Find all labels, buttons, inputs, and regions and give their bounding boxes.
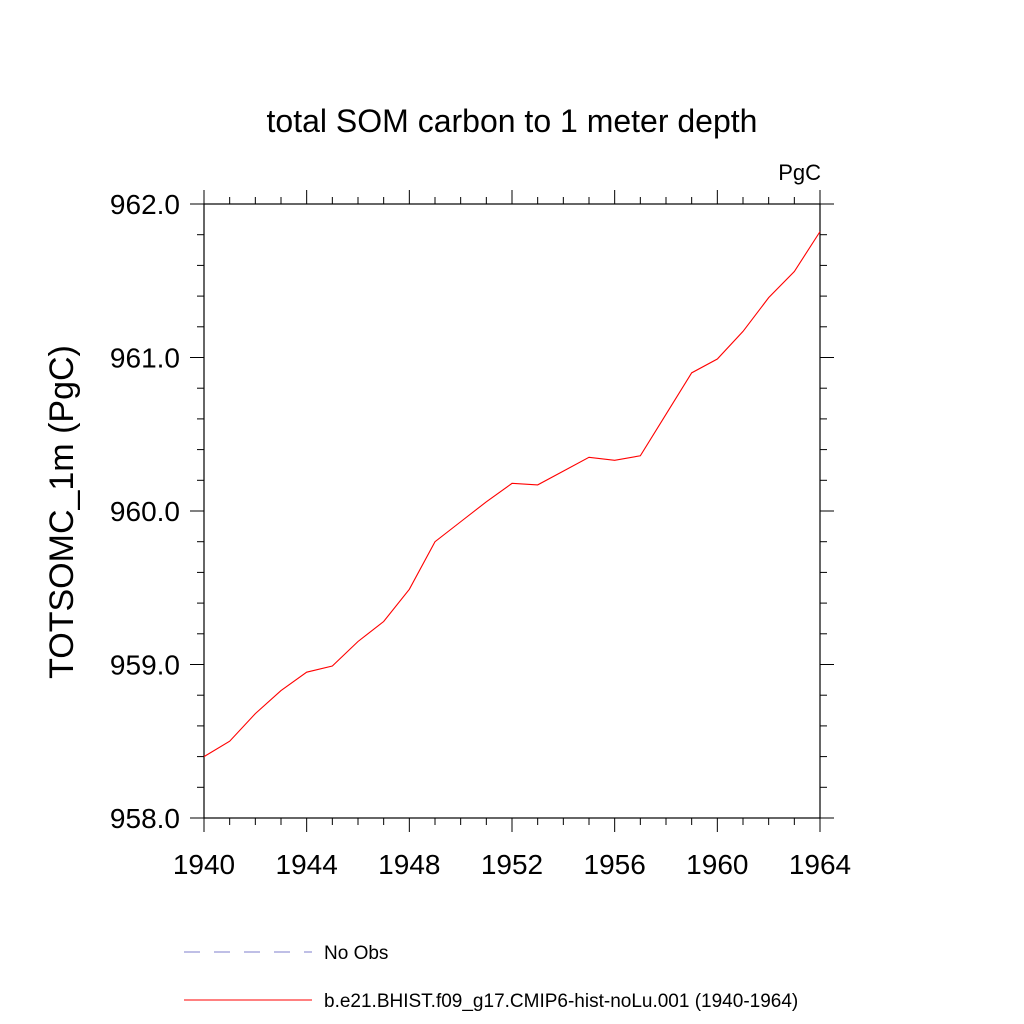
legend-label: b.e21.BHIST.f09_g17.CMIP6-hist-noLu.001 … (324, 991, 798, 1012)
series-lines (203, 231, 821, 758)
x-tick-label: 1952 (481, 849, 543, 880)
x-tick-label: 1956 (584, 849, 646, 880)
x-tick-label: 1940 (173, 849, 235, 880)
axis-ticks: 1940 1944 1948 1952 1956 1960 1964 958.0 959.0 96… (110, 189, 851, 880)
y-tick-label: 962.0 (110, 189, 180, 220)
y-tick-label: 960.0 (110, 496, 180, 527)
x-tick-label: 1964 (789, 849, 851, 880)
legend: No Obs b.e21.BHIST.f09_g17.CMIP6-hist-noL… (184, 943, 798, 1012)
x-tick-label: 1944 (276, 849, 338, 880)
plot-frame (203, 203, 821, 819)
x-tick-label: 1960 (686, 849, 748, 880)
x-tick-label: 1948 (378, 849, 440, 880)
y-axis-label: TOTSOMC_1m (PgC) (43, 345, 81, 679)
units-label: PgC (778, 160, 821, 185)
series-line (203, 231, 821, 758)
axes-frame (203, 203, 821, 819)
legend-label: No Obs (324, 943, 388, 964)
y-tick-label: 959.0 (110, 650, 180, 681)
chart-title: total SOM carbon to 1 meter depth (267, 103, 758, 139)
y-tick-label: 961.0 (110, 343, 180, 374)
y-tick-label: 958.0 (110, 803, 180, 834)
